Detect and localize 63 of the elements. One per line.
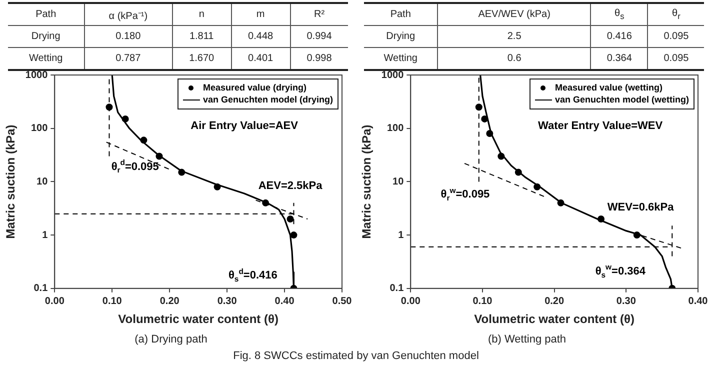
- text: 0.998: [306, 53, 332, 64]
- y-tick-label: 100: [386, 123, 404, 134]
- legend-label: Measured value (wetting): [554, 82, 663, 92]
- category-label: AEV/WEV (kPa): [438, 3, 591, 26]
- text: 0.416: [606, 31, 632, 42]
- x-tick-label: 0.40: [274, 296, 295, 308]
- x-tick-label: 0.20: [160, 296, 180, 308]
- y-tick-label: 10: [392, 176, 404, 188]
- text: 0.095: [664, 31, 689, 42]
- text: 0.364: [606, 53, 632, 64]
- category-label: R²: [290, 3, 348, 26]
- x-tick-label: 0.00: [44, 296, 65, 308]
- y-tick-label: 0.1: [390, 283, 404, 294]
- x-tick-label: 0.00: [400, 296, 421, 308]
- x-tick-label: 0.10: [102, 296, 122, 308]
- y-tick-label: 1000: [381, 70, 404, 81]
- y-tick-label: 10: [36, 176, 48, 188]
- text: 0.448: [248, 31, 274, 42]
- x-tick-label: 0.20: [544, 296, 564, 308]
- x-tick-label: 0.50: [332, 296, 352, 308]
- text: 0.095: [664, 53, 689, 64]
- x-axis-title: Volumetric water content (θ): [474, 312, 634, 326]
- category-label: m: [231, 3, 290, 26]
- y-tick-label: 0.1: [34, 283, 48, 294]
- legend-label: van Genuchten model (wetting): [554, 94, 690, 104]
- text: 2.5: [507, 31, 522, 42]
- x-tick-label: 0.30: [217, 296, 238, 308]
- y-tick-label: 100: [30, 123, 48, 134]
- text: Wetting: [384, 53, 418, 64]
- category-label: θ$_{r}$: [648, 3, 704, 26]
- text: 1.670: [189, 53, 214, 64]
- x-tick-label: 0.10: [472, 296, 493, 308]
- text: 0.787: [116, 53, 141, 64]
- y-tick-label: 1: [398, 230, 404, 241]
- text: Drying: [31, 31, 60, 42]
- y-axis-title: Matric suction (kPa): [360, 124, 374, 239]
- text: Wetting: [28, 53, 63, 64]
- annotation: Air Entry Value=AEV: [190, 120, 299, 132]
- x-tick-label: 0.30: [616, 296, 636, 308]
- text: (b) Wetting path: [488, 333, 566, 346]
- legend-label: Measured value (drying): [202, 82, 307, 92]
- annotation: Water Entry Value=WEV: [538, 120, 664, 132]
- y-tick-label: 1: [42, 230, 48, 241]
- category-label: Path: [364, 3, 438, 26]
- category-label: θ$_{s}$: [590, 3, 648, 26]
- text: 0.180: [116, 31, 141, 42]
- y-tick-label: 1000: [25, 70, 48, 81]
- x-tick-label: 0.40: [688, 296, 708, 308]
- category-label: n: [172, 3, 232, 26]
- annotation: AEV=2.5kPa: [258, 180, 324, 192]
- text: Drying: [386, 31, 416, 42]
- category-label: α (kPa⁻¹): [84, 3, 172, 26]
- category-label: Path: [8, 3, 84, 26]
- x-axis-title: Volumetric water content (θ): [118, 312, 278, 326]
- text: 0.6: [507, 53, 522, 64]
- text: 0.994: [306, 31, 332, 42]
- text: 1.811: [189, 31, 214, 42]
- text: 0.401: [248, 53, 274, 64]
- text: (a) Drying path: [134, 333, 208, 346]
- annotation: WEV=0.6kPa: [607, 201, 675, 214]
- text: Fig. 8 SWCCs estimated by van Genuchten model: [232, 350, 480, 362]
- y-axis-title: Matric suction (kPa): [4, 124, 18, 239]
- legend-label: van Genuchten model (drying): [202, 94, 334, 104]
